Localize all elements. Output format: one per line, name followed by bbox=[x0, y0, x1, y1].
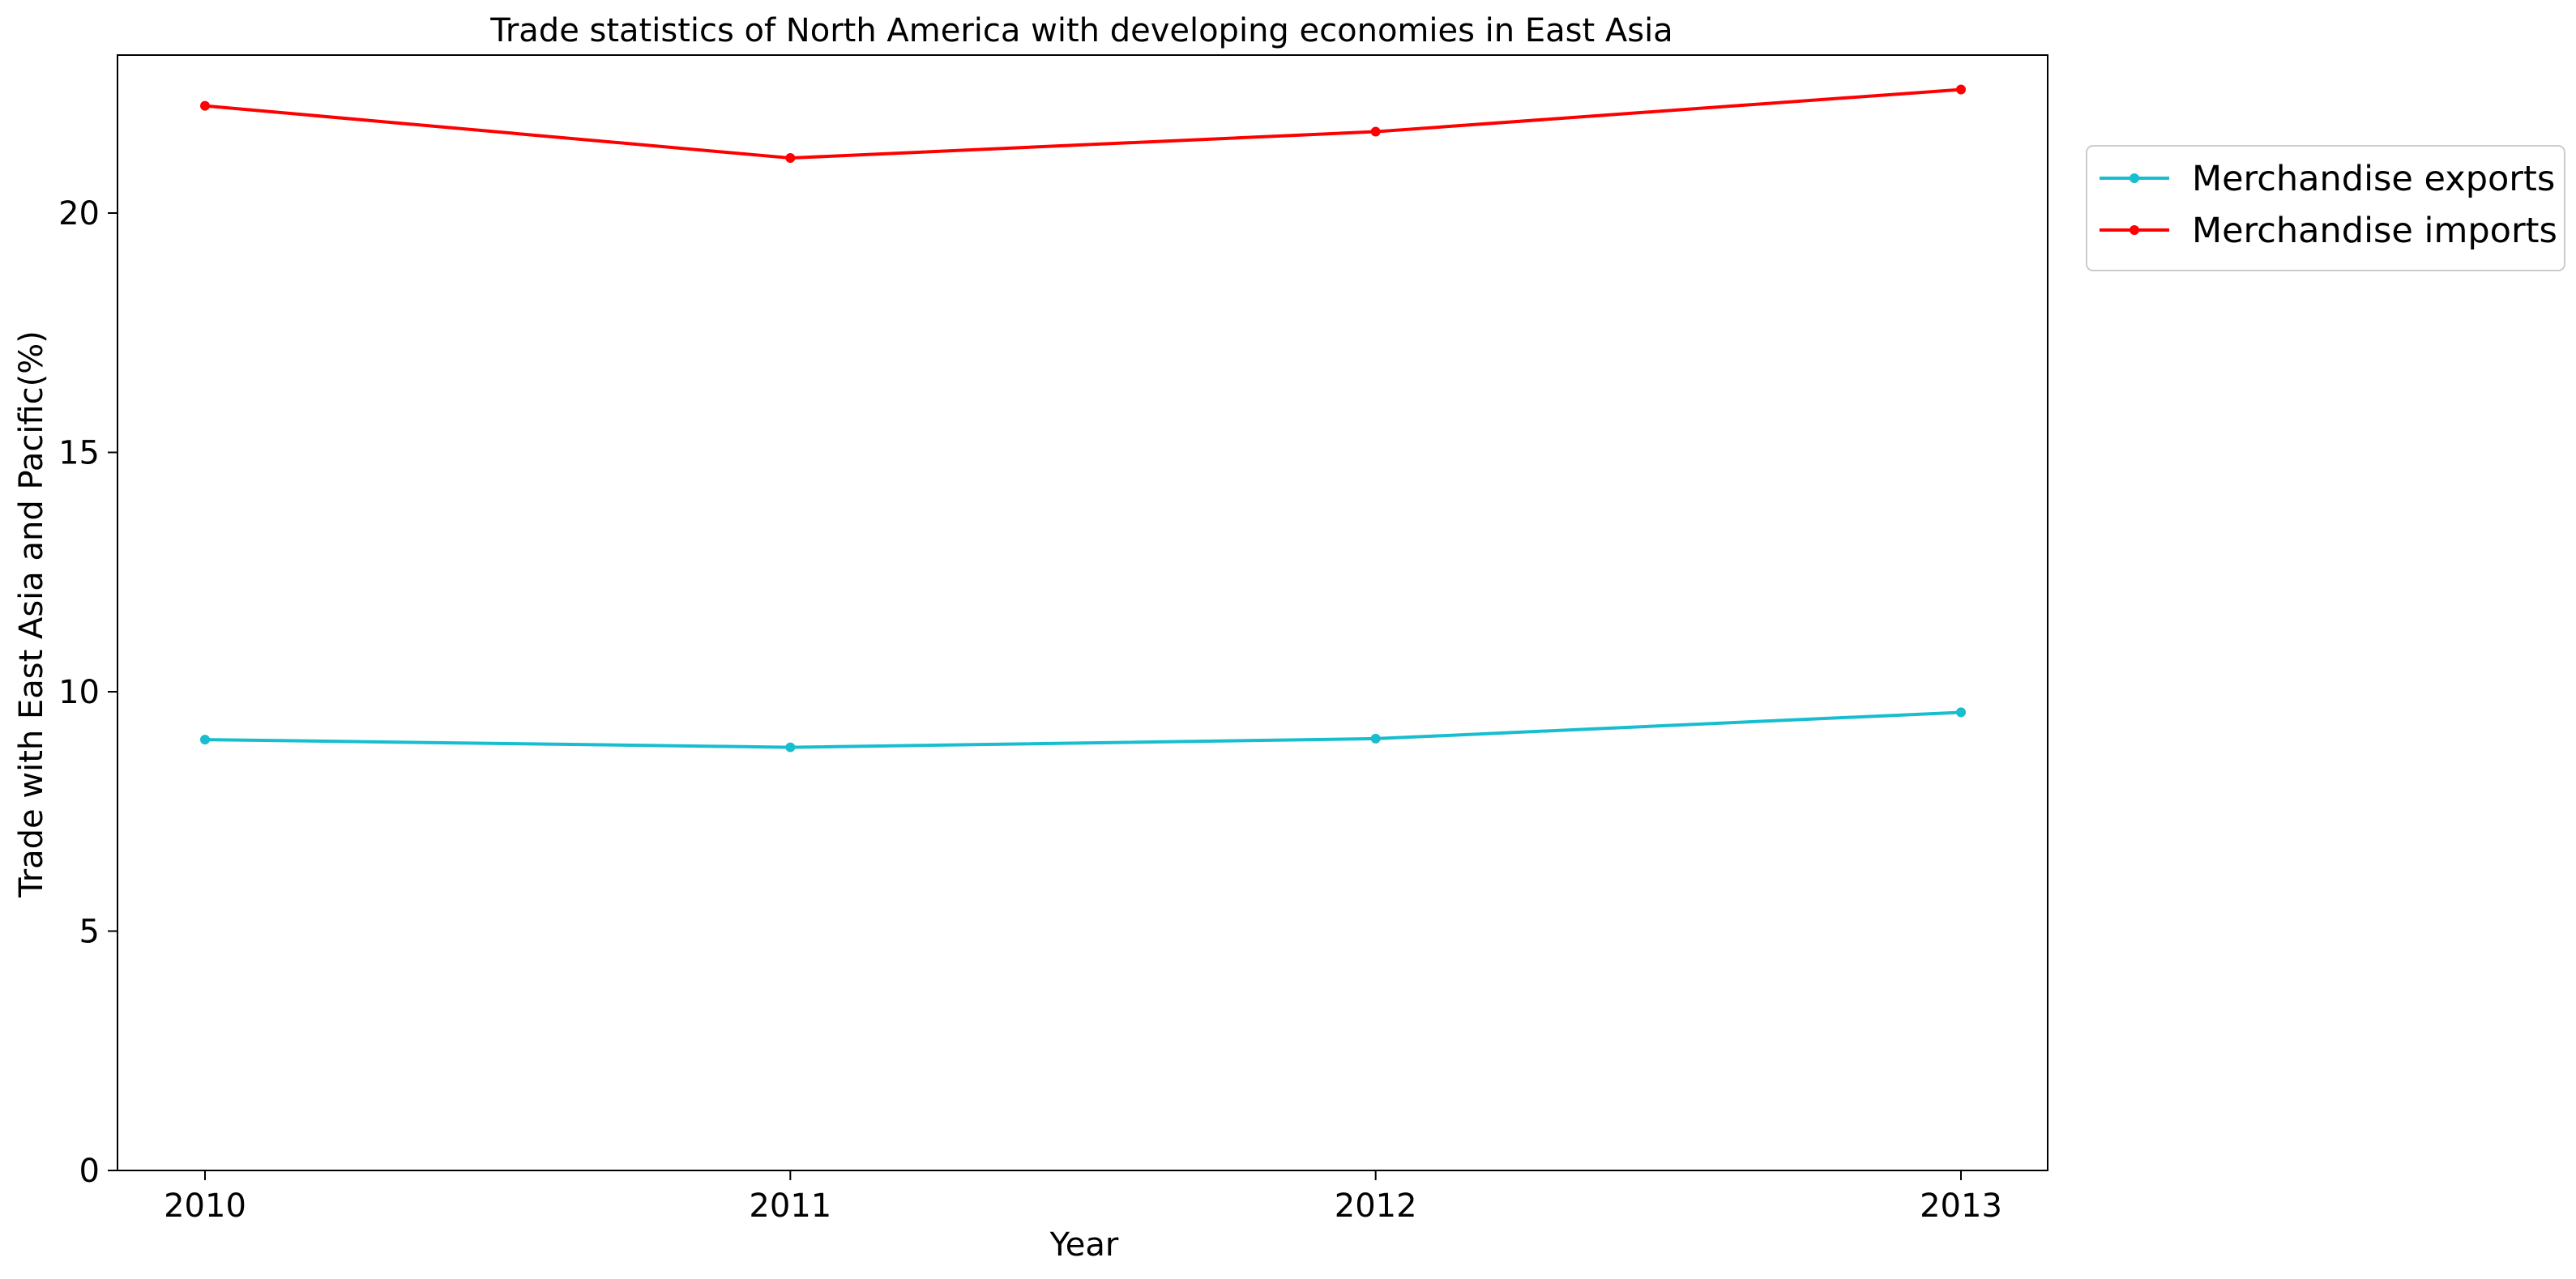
y-axis-label: Trade with East Asia and Pacific(%) bbox=[13, 330, 50, 898]
data-point bbox=[1956, 84, 1966, 95]
y-tick-label: 20 bbox=[58, 195, 100, 232]
data-point bbox=[200, 735, 210, 745]
legend-marker bbox=[2130, 225, 2139, 235]
x-tick-label: 2011 bbox=[749, 1187, 831, 1225]
y-tick-label: 15 bbox=[58, 435, 100, 472]
legend-marker bbox=[2130, 173, 2139, 183]
y-tick-label: 10 bbox=[58, 674, 100, 711]
legend-box bbox=[2086, 145, 2565, 271]
x-tick-label: 2012 bbox=[1335, 1187, 1417, 1225]
legend-label: Merchandise exports bbox=[2192, 159, 2555, 199]
y-tick-label: 5 bbox=[79, 914, 100, 951]
series-line-1 bbox=[204, 710, 1962, 749]
x-tick-label: 2013 bbox=[1920, 1187, 2002, 1225]
data-point bbox=[1370, 733, 1381, 744]
series-line-2 bbox=[204, 87, 1962, 160]
data-point bbox=[785, 153, 796, 164]
data-point bbox=[200, 100, 210, 111]
legend-label: Merchandise imports bbox=[2192, 211, 2557, 251]
data-point bbox=[1370, 126, 1381, 137]
plot-frame bbox=[117, 54, 2048, 1171]
legend: Merchandise exports Merchandise imports bbox=[2086, 145, 2565, 271]
plot-area: 0 5 10 15 20 2010 2011 2012 2013 bbox=[58, 54, 2048, 1225]
chart-title: Trade statistics of North America with d… bbox=[489, 12, 1672, 49]
data-point bbox=[1956, 707, 1966, 718]
data-point bbox=[785, 742, 796, 752]
x-axis-label: Year bbox=[1049, 1226, 1119, 1264]
x-tick-label: 2010 bbox=[164, 1187, 246, 1225]
y-tick-label: 0 bbox=[79, 1153, 100, 1190]
